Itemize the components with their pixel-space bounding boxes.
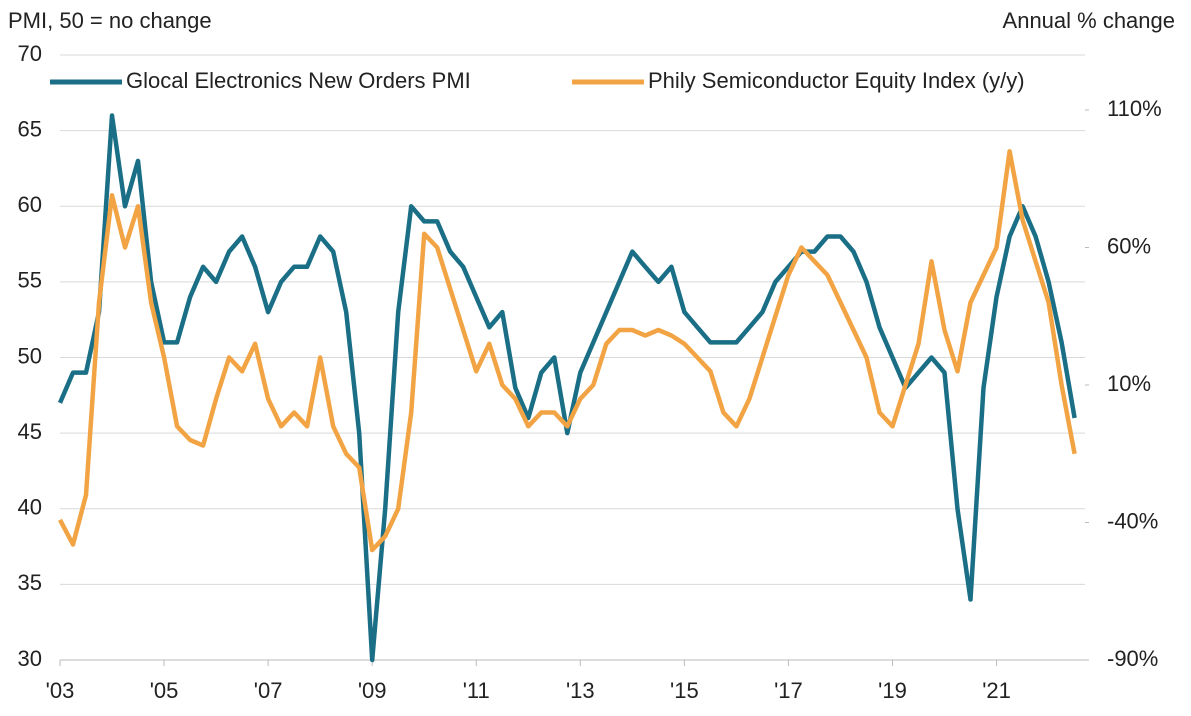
y2-tick-label: 110% [1107,96,1162,121]
legend-label: Phily Semiconductor Equity Index (y/y) [648,68,1025,93]
legend-background [568,66,1088,98]
y-tick-label: 65 [18,116,42,141]
series-line [57,113,1077,663]
y-tick-label: 40 [18,495,42,520]
y-tick-label: 35 [18,570,42,595]
y2-tick-label: 60% [1107,233,1151,258]
x-tick-label: '07 [254,678,283,703]
y2-tick-label: -90% [1107,646,1158,671]
x-tick-label: '15 [670,678,699,703]
y-axis-title: PMI, 50 = no change [8,8,212,33]
y-tick-label: 50 [18,343,42,368]
y2-tick-label: 10% [1107,371,1151,396]
x-tick-label: '11 [463,678,490,703]
y-tick-label: 30 [18,646,42,671]
x-tick-label: '05 [150,678,179,703]
x-tick-label: '09 [358,678,387,703]
x-tick-label: '03 [46,678,75,703]
x-tick-label: '21 [982,678,1011,703]
x-tick-label: '13 [566,678,595,703]
series-line [58,149,1077,553]
legend-label: Glocal Electronics New Orders PMI [126,68,471,93]
x-tick-label: '19 [878,678,907,703]
legend-background [46,66,561,98]
y-tick-label: 70 [18,41,42,66]
y-tick-label: 55 [18,268,42,293]
x-tick-label: '17 [774,678,803,703]
y-tick-label: 45 [18,419,42,444]
y2-axis-title: Annual % change [1003,8,1175,33]
y2-tick-label: -40% [1107,508,1158,533]
y-tick-label: 60 [18,192,42,217]
